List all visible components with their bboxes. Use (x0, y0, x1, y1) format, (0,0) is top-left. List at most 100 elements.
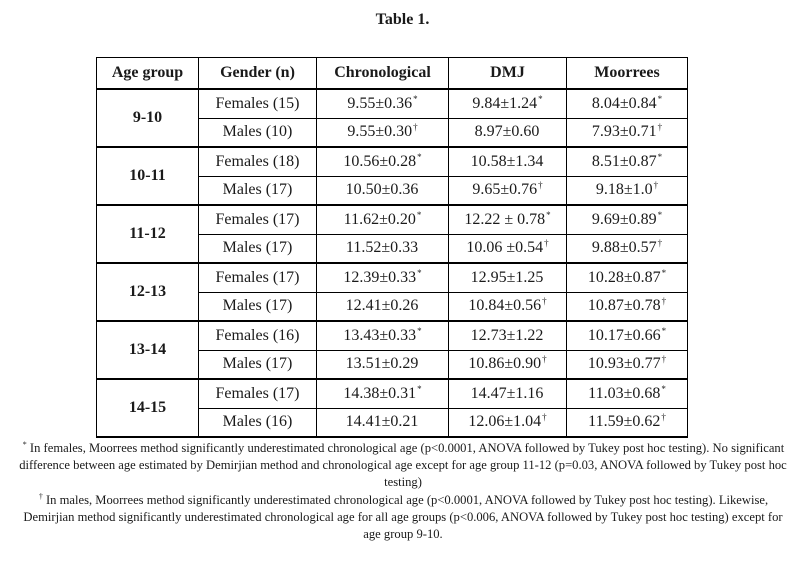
gender-cell: Females (17) (198, 378, 317, 409)
significance-mark: * (657, 151, 663, 162)
table-row: 14-15 Females (17) 14.38±0.31* 14.47±1.16 11… (96, 378, 688, 438)
age-group-cell: 13-14 (96, 320, 199, 380)
gender-cell: Males (17) (198, 349, 317, 380)
significance-mark: * (657, 209, 663, 220)
significance-mark: * (416, 209, 422, 220)
dmj-cell: 9.84±1.24* (448, 88, 567, 119)
dmj-cell-value: 14.47±1.16 (470, 384, 544, 402)
chronological-cell: 14.38±0.31* (316, 378, 449, 409)
chronological-cell: 12.39±0.33* (316, 262, 449, 293)
moorrees-cell: 8.51±0.87* (566, 146, 688, 177)
moorrees-cell-value: 9.69±0.89 (591, 210, 657, 228)
chronological-cell: 10.56±0.28* (316, 146, 449, 177)
chronological-cell: 13.51±0.29 (316, 349, 449, 380)
dmj-cell: 12.06±1.04† (448, 407, 567, 438)
significance-mark: * (661, 383, 666, 394)
moorrees-cell-value: 11.59±0.62 (588, 413, 661, 431)
header-gender: Gender (n) (198, 57, 317, 90)
gender-cell: Males (17) (198, 233, 317, 264)
chronological-cell: 10.50±0.36 (316, 175, 449, 206)
table-row: 13-14 Females (16) 13.43±0.33* 12.73±1.22 10… (96, 320, 688, 380)
age-group-cell: 12-13 (96, 262, 199, 322)
chronological-cell: 14.41±0.21 (316, 407, 449, 438)
table-row: Males (10) 9.55±0.30† 8.97±0.60 7.93±0.71† (97, 117, 688, 148)
footnote-text: In males, Moorrees method significantly … (23, 493, 783, 541)
significance-mark: † (542, 296, 547, 307)
significance-mark: * (417, 267, 422, 278)
moorrees-cell: 10.93±0.77† (566, 349, 688, 380)
chronological-cell-value: 10.56±0.28 (343, 152, 417, 170)
table-row: 10-11 Females (18) 10.56±0.28* 10.58±1.34 8.… (96, 146, 688, 206)
moorrees-cell: 9.18±1.0† (566, 175, 688, 206)
gender-cell: Males (17) (198, 175, 317, 206)
significance-mark: † (661, 354, 667, 365)
moorrees-cell: 11.59±0.62† (566, 407, 688, 438)
chronological-cell-value: 13.51±0.29 (345, 355, 419, 373)
gender-cell: Females (17) (198, 204, 317, 235)
dmj-cell: 9.65±0.76† (448, 175, 567, 206)
header-row: Age group Gender (n) Chronological DMJ M… (96, 57, 688, 90)
moorrees-cell: 9.69±0.89* (566, 204, 688, 235)
footnote-females: * In females, Moorrees method significan… (18, 440, 788, 491)
chronological-cell-value: 14.41±0.21 (345, 413, 419, 431)
footnote-text: In females, Moorrees method significantl… (19, 441, 787, 489)
dmj-cell: 12.22 ± 0.78* (448, 204, 567, 235)
dmj-cell: 10.58±1.34 (448, 146, 567, 177)
results-table: Age group Gender (n) Chronological DMJ M… (96, 57, 688, 438)
header-moorrees: Moorrees (566, 57, 688, 90)
significance-mark: † (538, 180, 543, 191)
table-row: Males (17) 10.50±0.36 9.65±0.76† 9.18±1.0† (97, 175, 688, 206)
footnote-males: † In males, Moorrees method significantl… (18, 492, 788, 543)
significance-mark: * (546, 209, 551, 220)
dmj-cell-value: 9.84±1.24 (472, 94, 538, 112)
dmj-cell-value: 9.65±0.76 (472, 181, 538, 199)
moorrees-cell-value: 10.87±0.78 (587, 297, 661, 315)
header-age-group: Age group (96, 57, 199, 90)
significance-mark: * (413, 93, 418, 104)
table-row: Males (16) 14.41±0.21 12.06±1.04† 11.59±0.6… (97, 407, 688, 438)
moorrees-cell: 10.87±0.78† (566, 291, 688, 322)
table-row: Males (17) 13.51±0.29 10.86±0.90† 10.93±0.7… (97, 349, 688, 380)
moorrees-cell: 11.03±0.68* (566, 378, 688, 409)
table-row: 9-10 Females (15) 9.55±0.36* 9.84±1.24* 8.04… (96, 88, 688, 148)
age-group-cell: 10-11 (96, 146, 199, 206)
dmj-cell-value: 12.95±1.25 (470, 268, 544, 286)
moorrees-cell-value: 7.93±0.71 (591, 123, 657, 141)
chronological-cell-value: 9.55±0.36 (347, 94, 413, 112)
moorrees-cell-value: 9.18±1.0 (595, 181, 653, 199)
significance-mark: † (413, 122, 418, 133)
significance-mark: * (417, 325, 422, 336)
chronological-cell-value: 11.52±0.33 (345, 239, 419, 257)
significance-mark: * (657, 93, 663, 104)
dmj-cell: 10.06 ±0.54† (448, 233, 567, 264)
moorrees-cell-value: 8.04±0.84 (591, 94, 657, 112)
table-title: Table 1. (375, 11, 430, 28)
moorrees-cell-value: 10.17±0.66 (587, 326, 661, 344)
significance-mark: † (542, 354, 547, 365)
dmj-cell: 12.95±1.25 (448, 262, 567, 293)
moorrees-cell: 8.04±0.84* (566, 88, 688, 119)
table-row: Males (17) 12.41±0.26 10.84±0.56† 10.87±0.7… (97, 291, 688, 322)
footnote-mark: * (22, 440, 27, 449)
chronological-cell-value: 14.38±0.31 (343, 384, 417, 402)
dmj-cell: 10.86±0.90† (448, 349, 567, 380)
table-row: 12-13 Females (17) 12.39±0.33* 12.95±1.25 10… (96, 262, 688, 322)
significance-mark: † (661, 412, 666, 423)
age-group-cell: 11-12 (96, 204, 199, 264)
dmj-cell: 8.97±0.60 (448, 117, 567, 148)
significance-mark: * (417, 383, 422, 394)
gender-cell: Females (17) (198, 262, 317, 293)
moorrees-cell-value: 8.51±0.87 (591, 152, 657, 170)
dmj-cell-value: 12.22 ± 0.78 (464, 210, 546, 228)
significance-mark: † (544, 238, 549, 249)
significance-mark: * (661, 325, 667, 336)
header-chronological: Chronological (316, 57, 449, 90)
gender-cell: Males (10) (198, 117, 317, 148)
significance-mark: † (542, 412, 547, 423)
chronological-cell-value: 12.41±0.26 (345, 297, 419, 315)
chronological-cell-value: 10.50±0.36 (345, 181, 419, 199)
dmj-cell: 12.73±1.22 (448, 320, 567, 351)
chronological-cell-value: 9.55±0.30 (347, 123, 413, 141)
significance-mark: † (661, 296, 667, 307)
moorrees-cell-value: 10.28±0.87 (587, 268, 661, 286)
